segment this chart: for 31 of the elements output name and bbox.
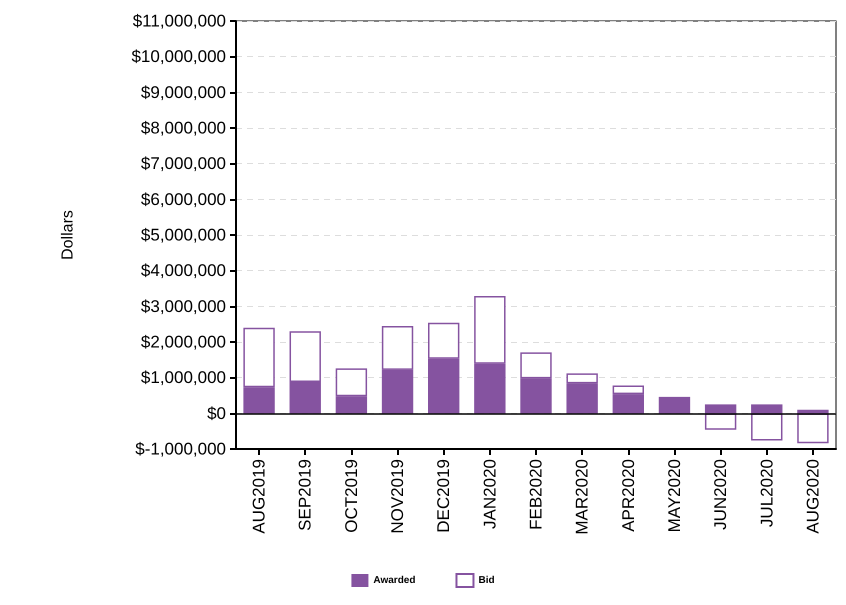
x-tick-label: FEB2020 xyxy=(526,459,546,530)
x-tick-label: APR2020 xyxy=(618,459,638,532)
x-tick-label: JUN2020 xyxy=(711,459,730,530)
y-tick-label: $8,000,000 xyxy=(140,118,226,138)
legend-label: Awarded xyxy=(373,575,416,586)
x-tick-label: AUG2020 xyxy=(803,459,822,534)
y-tick-label: $2,000,000 xyxy=(140,332,226,352)
y-tick-label: $9,000,000 xyxy=(140,82,226,102)
x-tick-label: SEP2019 xyxy=(296,459,315,531)
x-tick-label: OCT2019 xyxy=(342,459,361,533)
y-tick-label: $6,000,000 xyxy=(140,190,226,209)
x-tick-label: JUL2020 xyxy=(757,459,776,528)
bar xyxy=(658,396,690,414)
x-tick-label: AUG2019 xyxy=(250,459,269,534)
y-tick-label: $7,000,000 xyxy=(140,154,226,174)
bar xyxy=(797,413,829,444)
x-tick-label: DEC2019 xyxy=(434,459,454,533)
y-tick-label: $1,000,000 xyxy=(140,368,226,388)
x-tick-label: NOV2019 xyxy=(388,459,408,534)
x-tick-label: JAN2020 xyxy=(480,459,500,529)
x-tick-label: MAY2020 xyxy=(664,459,684,532)
y-tick-label: $11,000,000 xyxy=(132,12,226,30)
y-tick-label: $10,000,000 xyxy=(131,47,226,66)
y-tick-label: $4,000,000 xyxy=(140,261,226,280)
legend-label: Bid xyxy=(478,575,495,586)
y-tick-label: $-1,000,000 xyxy=(135,440,226,458)
y-tick-label: $3,000,000 xyxy=(140,296,226,316)
y-axis-title: Dollars xyxy=(60,210,76,260)
x-tick-label: MAR2020 xyxy=(572,459,592,535)
y-tick-label: $0 xyxy=(207,404,226,423)
y-tick-label: $5,000,000 xyxy=(140,226,226,244)
